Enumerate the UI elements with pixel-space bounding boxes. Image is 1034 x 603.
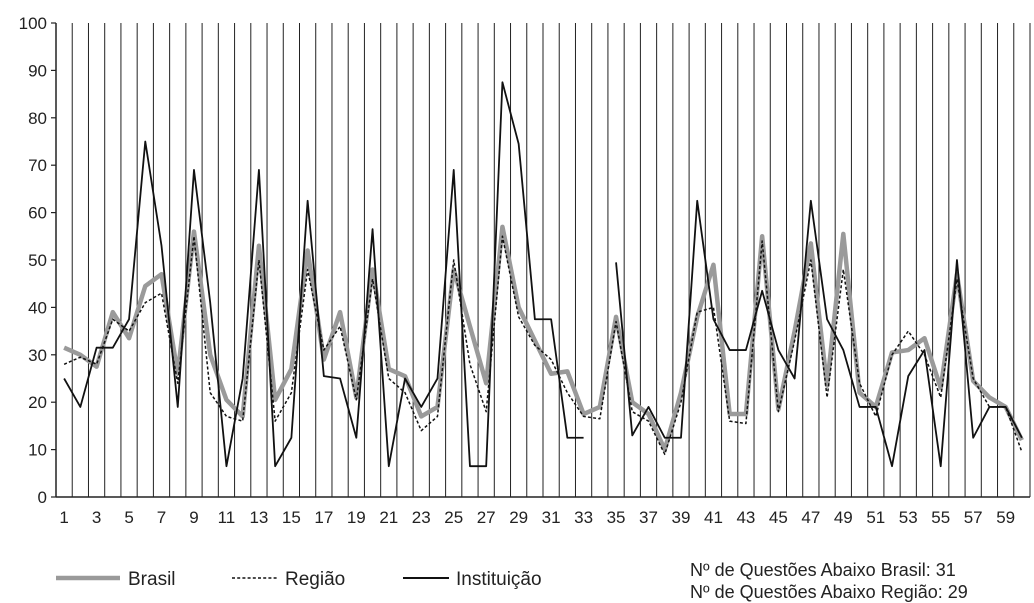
- x-tick-label: 9: [189, 508, 198, 527]
- y-tick-label: 80: [28, 109, 47, 128]
- x-tick-label: 13: [249, 508, 268, 527]
- x-tick-label: 27: [477, 508, 496, 527]
- y-tick-label: 30: [28, 346, 47, 365]
- note-below-regiao: Nº de Questões Abaixo Região: 29: [690, 582, 968, 602]
- grid-lines: [55, 23, 1031, 497]
- x-tick-label: 15: [282, 508, 301, 527]
- x-tick-label: 23: [412, 508, 431, 527]
- x-tick-label: 47: [801, 508, 820, 527]
- x-tick-label: 7: [157, 508, 166, 527]
- x-tick-label: 11: [218, 508, 236, 527]
- x-tick-label: 51: [866, 508, 885, 527]
- note-below-brasil: Nº de Questões Abaixo Brasil: 31: [690, 560, 956, 580]
- x-tick-label: 45: [769, 508, 788, 527]
- legend-label-regiao: Região: [285, 569, 345, 590]
- x-tick-label: 33: [574, 508, 593, 527]
- x-tick-label: 21: [379, 508, 398, 527]
- x-tick-label: 57: [964, 508, 983, 527]
- y-tick-labels: 0 10 20 30 40 50 60 70 80 90 100: [19, 14, 56, 507]
- y-tick-label: 0: [38, 488, 47, 507]
- series-line-brasil: [63, 224, 1024, 452]
- x-tick-label: 29: [509, 508, 528, 527]
- x-tick-label: 17: [314, 508, 333, 527]
- x-tick-label: 31: [542, 508, 561, 527]
- y-tick-label: 20: [28, 393, 47, 412]
- x-tick-label: 41: [704, 508, 723, 527]
- y-tick-label: 90: [28, 61, 47, 80]
- y-tick-label: 10: [28, 441, 47, 460]
- x-tick-label: 19: [347, 508, 366, 527]
- legend: Brasil Região Instituição: [56, 569, 542, 590]
- x-tick-labels: 1 3 5 7 9 11 13 15 17 19 21 23 25 27 29 31 33 35 37 39 41 43 4…: [59, 508, 1015, 527]
- notes: Nº de Questões Abaixo Brasil: 31 Nº de Q…: [690, 560, 968, 602]
- x-tick-label: 43: [736, 508, 755, 527]
- x-tick-label: 25: [444, 508, 463, 527]
- x-tick-label: 55: [931, 508, 950, 527]
- y-tick-label: 100: [19, 14, 47, 33]
- x-tick-label: 37: [639, 508, 658, 527]
- series-lines: [63, 81, 1024, 468]
- x-tick-label: 35: [607, 508, 626, 527]
- x-tick-label: 59: [996, 508, 1015, 527]
- y-tick-label: 70: [28, 156, 47, 175]
- y-tick-label: 50: [28, 251, 47, 270]
- x-tick-label: 53: [899, 508, 918, 527]
- x-tick-label: 39: [672, 508, 691, 527]
- x-tick-label: 49: [834, 508, 853, 527]
- y-tick-label: 40: [28, 298, 47, 317]
- legend-label-instituicao: Instituição: [456, 569, 542, 590]
- x-tick-label: 5: [124, 508, 133, 527]
- y-tick-label: 60: [28, 204, 47, 223]
- x-tick-label: 3: [92, 508, 101, 527]
- legend-label-brasil: Brasil: [128, 569, 176, 590]
- series-line-regiao: [63, 235, 1023, 456]
- x-tick-label: 1: [59, 508, 68, 527]
- series-line-instituicao: [63, 81, 1023, 468]
